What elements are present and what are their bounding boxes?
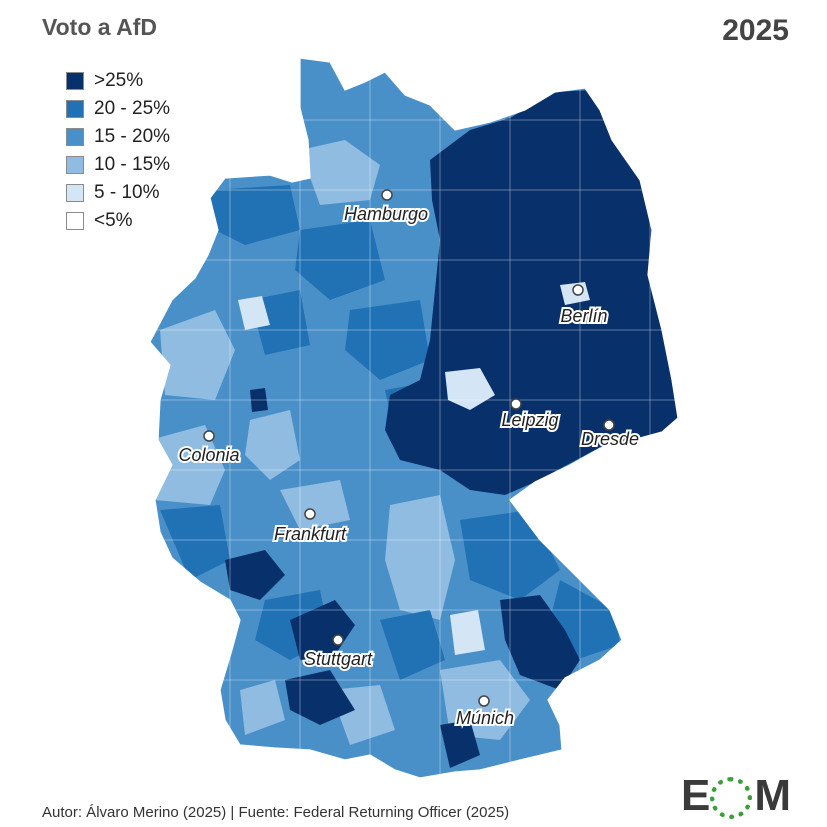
legend-swatch (66, 184, 84, 202)
city-munich: Múnich (454, 695, 516, 730)
city-label-munich: Múnich (456, 708, 514, 728)
city-marker (203, 430, 215, 442)
region-high (250, 388, 268, 412)
city-marker (304, 508, 316, 520)
logo-ring-icon (710, 777, 753, 820)
region-mid (250, 290, 310, 355)
legend-item: 10 - 15% (66, 151, 170, 179)
legend-label: 10 - 15% (94, 154, 171, 175)
city-label-frankfurt: Frankfurt (274, 524, 347, 544)
year-label: 2025 (722, 14, 789, 47)
legend-label: 5 - 10% (94, 182, 160, 203)
region-high (225, 550, 285, 600)
region-light (280, 480, 350, 530)
source-footer: Autor: Álvaro Merino (2025) | Fuente: Fe… (42, 804, 510, 821)
region-mid (345, 300, 430, 380)
legend-swatch (66, 128, 84, 146)
map-title: Voto a AfD (42, 14, 157, 40)
legend-swatch (66, 156, 84, 174)
city-marker (510, 398, 522, 410)
legend: >25% 20 - 25% 15 - 20% 10 - 15% 5 - 10% … (66, 67, 170, 235)
region-light (160, 310, 235, 400)
region-light (150, 425, 225, 505)
city-marker (603, 419, 615, 431)
region-mid (295, 220, 385, 300)
city-colonia: Colonia (176, 430, 242, 467)
region-very-light (445, 368, 495, 410)
legend-item: <5% (66, 207, 170, 235)
region-light (245, 410, 300, 480)
city-label-stuttgart: Stuttgart (304, 649, 373, 669)
legend-swatch (66, 212, 84, 230)
region-light (240, 680, 285, 735)
region-very-light (238, 296, 270, 330)
city-hamburgo: Hamburgo (342, 189, 430, 226)
region-mid (380, 610, 445, 680)
city-leipzig: Leipzig (499, 398, 561, 432)
city-dresde: Dresde (579, 419, 641, 451)
region-mid (210, 185, 300, 245)
region-high (500, 595, 580, 690)
city-marker (478, 695, 490, 707)
legend-label: 20 - 25% (94, 98, 171, 119)
legend-item: 15 - 20% (66, 123, 170, 151)
legend-item: >25% (66, 67, 170, 95)
legend-label: >25% (94, 70, 144, 91)
city-label-colonia: Colonia (178, 445, 239, 465)
logo-letter-m: M (754, 771, 791, 820)
city-label-hamburgo: Hamburgo (344, 204, 428, 224)
region-high (285, 670, 355, 725)
legend-label: 15 - 20% (94, 126, 171, 147)
city-marker (572, 284, 584, 296)
city-label-berlin: Berlín (560, 306, 607, 326)
legend-swatch (66, 72, 84, 90)
legend-item: 20 - 25% (66, 95, 170, 123)
region-mid (160, 505, 230, 580)
logo-letter-e: E (680, 771, 710, 820)
city-stuttgart: Stuttgart (302, 634, 375, 671)
region-high (440, 720, 480, 768)
legend-swatch (66, 100, 84, 118)
city-label-leipzig: Leipzig (501, 410, 558, 430)
city-berlin: Berlín (558, 284, 610, 328)
region-light (300, 140, 380, 205)
region-light (385, 495, 455, 620)
city-marker (381, 189, 393, 201)
city-frankfurt: Frankfurt (272, 508, 349, 546)
region-very-light (450, 610, 485, 655)
legend-label: <5% (94, 210, 133, 231)
legend-item: 5 - 10% (66, 179, 170, 207)
city-marker (332, 634, 344, 646)
city-label-dresde: Dresde (581, 429, 639, 449)
